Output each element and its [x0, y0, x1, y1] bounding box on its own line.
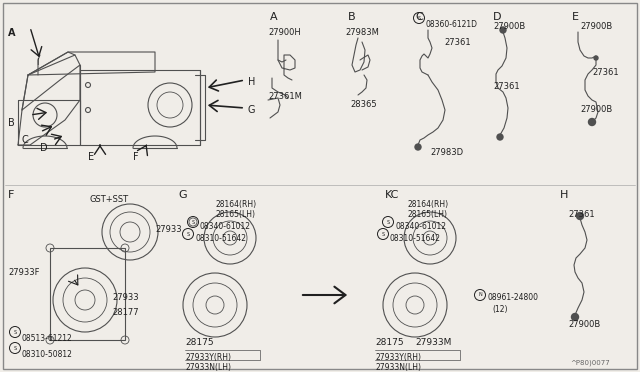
Circle shape [572, 314, 579, 321]
FancyBboxPatch shape [3, 3, 637, 369]
Circle shape [589, 119, 595, 125]
Text: B: B [348, 12, 356, 22]
Text: G: G [178, 190, 187, 200]
Text: E: E [572, 12, 579, 22]
Text: KC: KC [385, 190, 399, 200]
Circle shape [415, 144, 421, 150]
Text: 27900B: 27900B [568, 320, 600, 329]
Text: 27933: 27933 [155, 225, 182, 234]
Text: F: F [8, 190, 14, 200]
Text: 08513-61212: 08513-61212 [22, 334, 73, 343]
Text: 08310-50812: 08310-50812 [22, 350, 73, 359]
Text: 28164(RH): 28164(RH) [215, 200, 256, 209]
Text: 28165(LH): 28165(LH) [408, 210, 448, 219]
Text: D: D [40, 143, 47, 153]
Circle shape [577, 212, 584, 219]
Circle shape [497, 134, 503, 140]
Text: 27900B: 27900B [580, 22, 612, 31]
Text: 27983M: 27983M [345, 28, 379, 37]
Text: S: S [191, 219, 195, 224]
Text: C: C [415, 12, 423, 22]
Text: 28175: 28175 [185, 338, 214, 347]
Text: 27933F: 27933F [8, 268, 40, 277]
Text: 27933N(LH): 27933N(LH) [375, 363, 421, 372]
Text: 08340-61012: 08340-61012 [395, 222, 446, 231]
Text: C: C [22, 135, 29, 145]
Circle shape [594, 56, 598, 60]
Text: 27933N(LH): 27933N(LH) [185, 363, 231, 372]
Text: 27900H: 27900H [268, 28, 301, 37]
Text: S: S [387, 219, 390, 224]
Text: 28177: 28177 [112, 308, 139, 317]
Text: 08961-24800: 08961-24800 [488, 293, 539, 302]
Text: E: E [88, 152, 94, 162]
Text: 08340-61012: 08340-61012 [200, 222, 251, 231]
Text: 27361: 27361 [592, 68, 619, 77]
Text: D: D [493, 12, 502, 22]
Text: N: N [478, 292, 482, 298]
Text: 28175: 28175 [375, 338, 404, 347]
Text: 28165(LH): 28165(LH) [215, 210, 255, 219]
Text: 27361: 27361 [568, 210, 595, 219]
Text: (12): (12) [492, 305, 508, 314]
Text: 08310-51642: 08310-51642 [195, 234, 246, 243]
Text: 08310-51642: 08310-51642 [390, 234, 441, 243]
Text: 27361M: 27361M [268, 92, 302, 101]
Text: |: | [36, 58, 38, 65]
Text: H: H [248, 77, 255, 87]
Text: G: G [248, 105, 255, 115]
Text: S: S [13, 330, 17, 334]
Text: 27983D: 27983D [430, 148, 463, 157]
Text: 27361: 27361 [444, 38, 470, 47]
Text: 27933Y(RH): 27933Y(RH) [375, 353, 421, 362]
Circle shape [500, 27, 506, 33]
Text: S: S [186, 231, 189, 237]
Text: GST+SST: GST+SST [90, 195, 129, 204]
Text: S: S [417, 16, 420, 20]
Text: S: S [381, 231, 385, 237]
Text: 27933: 27933 [112, 293, 139, 302]
Text: H: H [560, 190, 568, 200]
Text: 27933Y(RH): 27933Y(RH) [185, 353, 231, 362]
Text: 27361: 27361 [493, 82, 520, 91]
Text: 08360-6121D: 08360-6121D [426, 20, 478, 29]
Text: 27900B: 27900B [493, 22, 525, 31]
Text: F: F [133, 152, 139, 162]
Text: B: B [8, 118, 15, 128]
Text: A: A [8, 28, 15, 38]
Text: A: A [270, 12, 278, 22]
Text: 27900B: 27900B [580, 105, 612, 114]
Text: S: S [13, 346, 17, 350]
Text: ^P80)0077: ^P80)0077 [570, 360, 610, 366]
Text: 28164(RH): 28164(RH) [408, 200, 449, 209]
Text: 28365: 28365 [350, 100, 376, 109]
Text: 27933M: 27933M [415, 338, 451, 347]
